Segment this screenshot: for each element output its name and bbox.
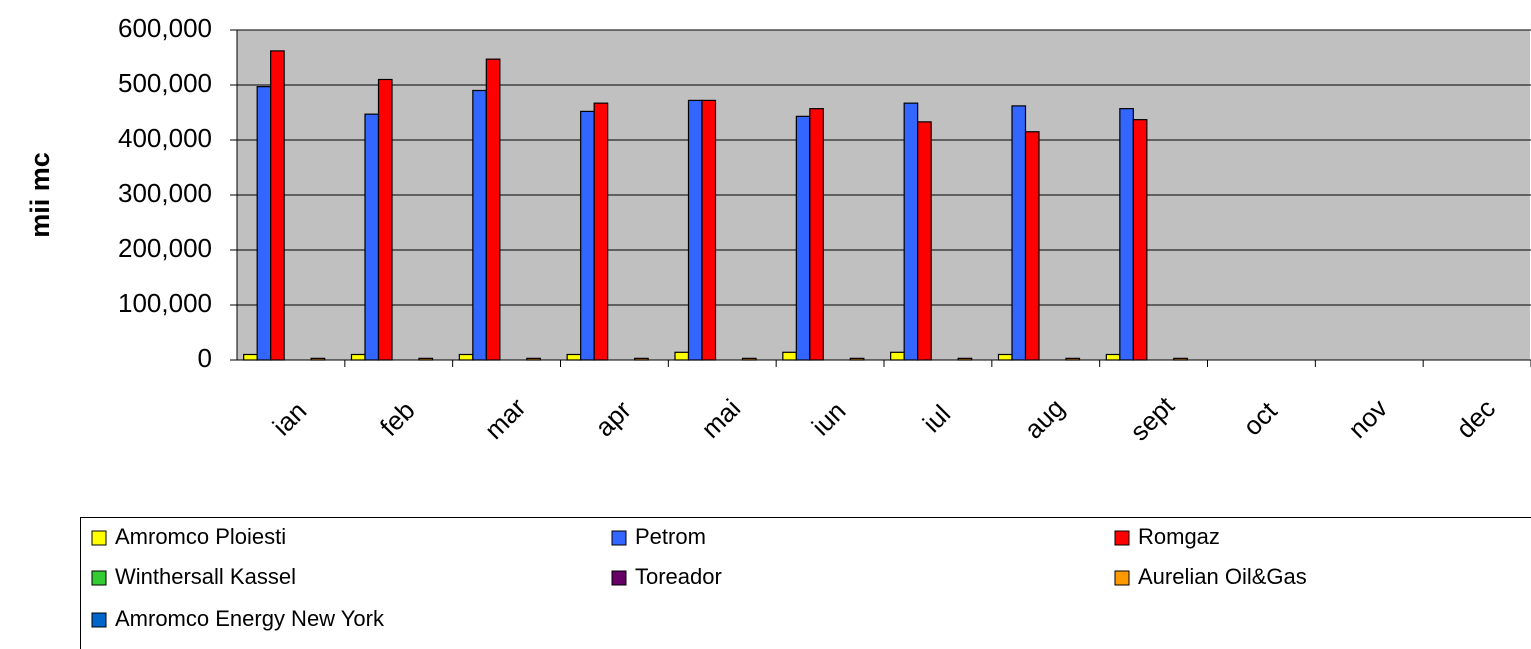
- bar: [243, 353, 258, 361]
- bar: [580, 110, 595, 361]
- y-tick-label: 500,000: [118, 68, 212, 98]
- x-tick-label: iun: [806, 396, 852, 442]
- y-tick-label: 400,000: [118, 123, 212, 153]
- x-tick-label: nov: [1342, 393, 1393, 444]
- x-tick-label: mar: [479, 392, 532, 445]
- legend-label: Toreador: [635, 564, 722, 589]
- bar: [917, 121, 932, 361]
- y-tick-label: 200,000: [118, 233, 212, 263]
- bar: [1132, 119, 1148, 361]
- legend-swatch: [611, 570, 627, 586]
- bar: [809, 108, 824, 361]
- bar: [526, 357, 541, 361]
- bar: [782, 351, 797, 361]
- bar: [957, 357, 973, 361]
- legend-swatch: [91, 530, 107, 546]
- legend-swatch: [1114, 570, 1130, 586]
- legend-label: Winthersall Kassel: [115, 564, 296, 589]
- bar: [1105, 353, 1121, 361]
- bar: [741, 357, 757, 361]
- legend-swatch: [611, 530, 627, 546]
- y-tick-label: 0: [198, 343, 212, 373]
- x-tick-label: apr: [589, 394, 637, 442]
- bar: [674, 351, 690, 361]
- bar: [634, 357, 649, 361]
- bar: [1119, 108, 1134, 361]
- legend-label: Romgaz: [1138, 524, 1220, 549]
- bar: [485, 58, 501, 361]
- bar: [256, 86, 272, 361]
- bar: [1065, 357, 1081, 361]
- y-tick-label: 300,000: [118, 178, 212, 208]
- legend-box: [80, 517, 1531, 649]
- x-tick-label: mai: [695, 393, 746, 444]
- x-tick-label: ian: [267, 396, 313, 442]
- legend-label: Amromco Ploiesti: [115, 524, 286, 549]
- bar: [418, 357, 434, 361]
- bar: [687, 99, 703, 361]
- x-tick-label: sept: [1124, 390, 1181, 447]
- bar: [849, 357, 865, 361]
- bar: [364, 113, 380, 361]
- x-tick-label: feb: [374, 395, 421, 442]
- x-tick-label: iul: [917, 399, 957, 439]
- legend-label: Petrom: [635, 524, 706, 549]
- bar: [593, 102, 609, 361]
- legend-label: Aurelian Oil&Gas: [1138, 564, 1307, 589]
- y-tick-label: 600,000: [118, 13, 212, 43]
- legend-label: Amromco Energy New York: [115, 606, 385, 631]
- bar: [566, 353, 582, 361]
- bar: [472, 89, 487, 361]
- bar: [350, 353, 366, 361]
- x-tick-label: dec: [1450, 393, 1501, 444]
- y-axis-title: mii mc: [25, 152, 55, 238]
- bar: [890, 351, 905, 361]
- bar: [1173, 357, 1188, 361]
- bar: [270, 50, 285, 361]
- bar: [377, 78, 393, 361]
- x-tick-label: aug: [1018, 393, 1070, 445]
- bar: [795, 115, 811, 361]
- bar: [701, 99, 717, 361]
- legend-swatch: [91, 570, 107, 586]
- bar: [1024, 131, 1040, 361]
- legend-swatch: [1114, 530, 1130, 546]
- bar: [1011, 105, 1027, 361]
- bar: [903, 102, 919, 361]
- bar: [310, 357, 326, 361]
- bar: [997, 353, 1013, 361]
- legend-swatch: [91, 612, 107, 628]
- bar: [458, 353, 474, 361]
- x-tick-label: oct: [1237, 395, 1283, 441]
- y-tick-label: 100,000: [118, 288, 212, 318]
